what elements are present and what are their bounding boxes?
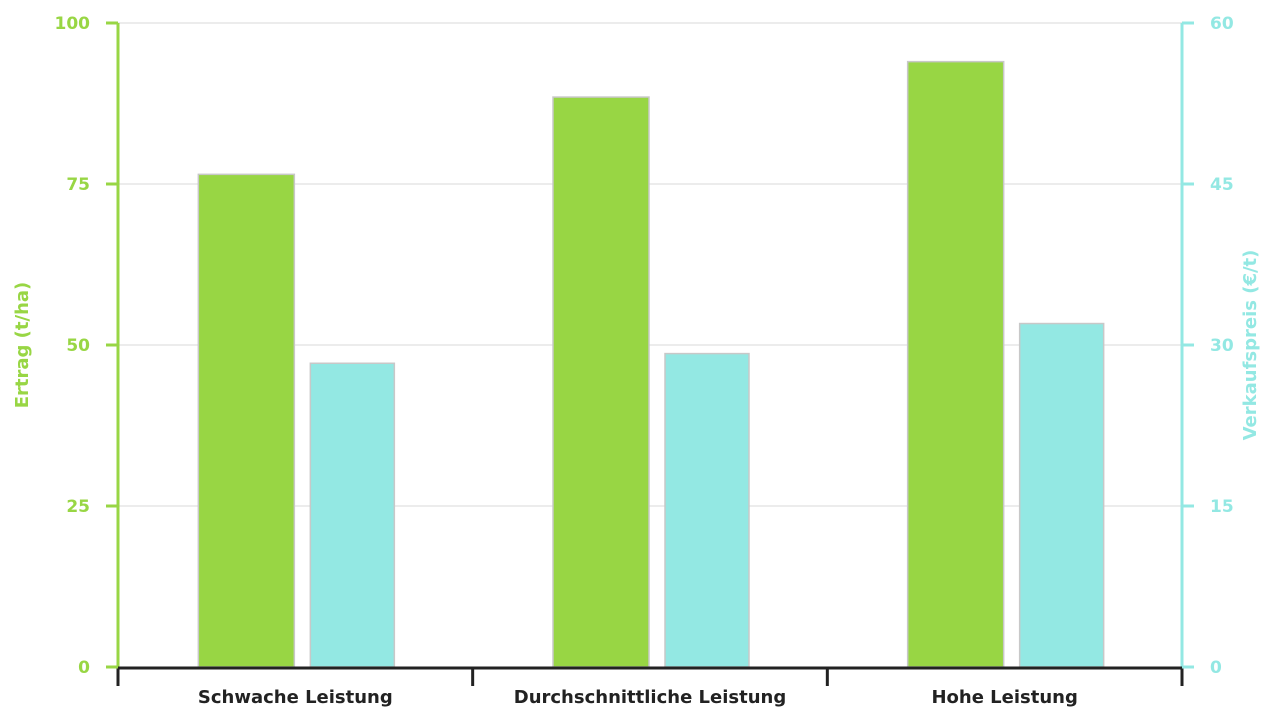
right-tick-label: 45 [1210, 175, 1234, 195]
bar-verkaufspreis [309, 362, 396, 668]
right-tick-label: 15 [1210, 497, 1234, 517]
right-axis-title: Verkaufspreis (€/t) [1240, 250, 1261, 441]
bar-ertrag [197, 173, 296, 668]
gridlines [118, 22, 1182, 507]
right-tick-label: 0 [1210, 658, 1222, 678]
bar-ertrag [906, 60, 1005, 668]
left-tick-label: 25 [66, 497, 90, 517]
bar-verkaufspreis [1018, 322, 1105, 668]
right-axis-ticks: 0 15 30 45 60 [1182, 14, 1234, 678]
left-tick-label: 100 [55, 14, 91, 34]
left-tick-label: 75 [66, 175, 90, 195]
left-axis-ticks: 0 25 50 75 100 [55, 14, 118, 678]
x-tick-label: Durchschnittliche Leistung [514, 687, 787, 707]
right-tick-label: 30 [1210, 336, 1234, 356]
bar-ertrag [552, 96, 650, 668]
left-tick-label: 0 [78, 658, 90, 678]
left-tick-label: 50 [66, 336, 90, 356]
bar-verkaufspreis [664, 352, 750, 668]
bars [197, 60, 1105, 668]
right-tick-label: 60 [1210, 14, 1234, 34]
x-tick-label: Schwache Leistung [198, 687, 393, 707]
left-axis-title: Ertrag (t/ha) [12, 282, 33, 409]
x-axis-category-labels: Schwache Leistung Durchschnittliche Leist… [198, 687, 1078, 707]
x-tick-label: Hohe Leistung [931, 687, 1077, 707]
